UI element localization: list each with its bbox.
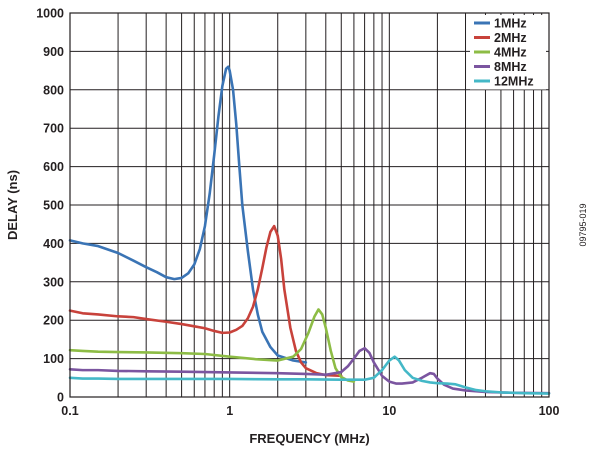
y-tick-label: 300 (43, 275, 64, 289)
y-axis-title: DELAY (ns) (5, 170, 20, 240)
y-tick-label: 100 (43, 352, 64, 366)
y-tick-label: 500 (43, 199, 64, 213)
series-line-1mhz (68, 65, 308, 364)
y-axis-ticks: 0 100 200 300 400 500 600 700 800 900 1000 (36, 7, 64, 405)
x-tick-label: 10 (382, 404, 396, 418)
legend-label: 1MHz (494, 17, 527, 31)
y-tick-label: 700 (43, 122, 64, 136)
x-axis-ticks: 0.1 1 10 100 (61, 404, 559, 418)
series-line-4mhz (68, 308, 356, 383)
grid (70, 13, 549, 397)
y-tick-label: 1000 (36, 7, 64, 21)
x-axis-title: FREQUENCY (MHz) (249, 431, 369, 446)
y-tick-label: 600 (43, 160, 64, 174)
y-tick-label: 0 (57, 391, 64, 405)
legend-label: 8MHz (494, 60, 527, 74)
y-tick-label: 200 (43, 314, 64, 328)
series-line-2mhz (68, 224, 343, 378)
series-line-12mhz (68, 355, 551, 395)
legend-label: 12MHz (494, 75, 534, 89)
legend-label: 4MHz (494, 46, 527, 60)
x-tick-label: 100 (539, 404, 560, 418)
y-tick-label: 800 (43, 83, 64, 97)
x-tick-label: 1 (226, 404, 233, 418)
figure-id: 09795-019 (578, 203, 588, 246)
x-tick-label: 0.1 (61, 404, 78, 418)
series-lines (68, 65, 551, 395)
y-tick-label: 900 (43, 45, 64, 59)
legend-label: 2MHz (494, 31, 527, 45)
y-tick-label: 400 (43, 237, 64, 251)
plot-frame (69, 12, 550, 398)
